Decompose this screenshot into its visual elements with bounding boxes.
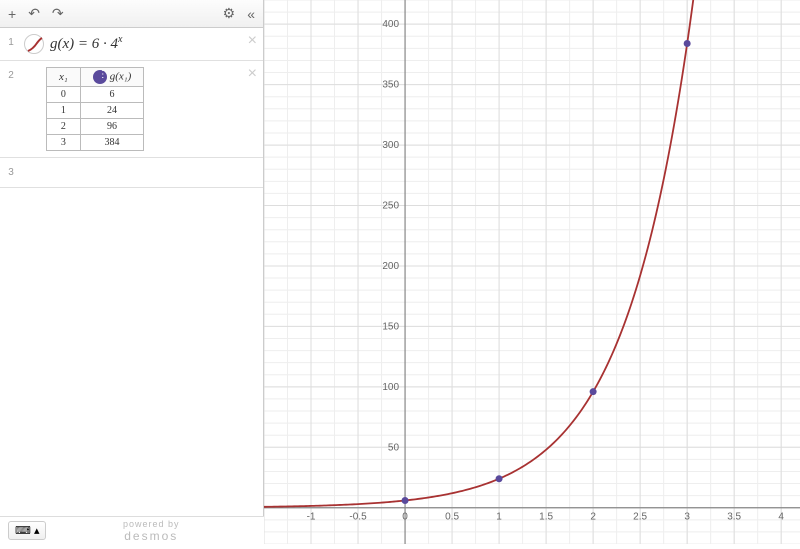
svg-text:250: 250 [382, 201, 399, 212]
svg-text:1: 1 [496, 512, 502, 523]
svg-text:0.5: 0.5 [445, 512, 459, 523]
settings-button[interactable]: ⚙ [223, 5, 236, 22]
expression-index: 1 [4, 34, 18, 48]
expression-index: 2 [4, 67, 18, 81]
svg-text:-1: -1 [307, 512, 316, 523]
svg-text:3.5: 3.5 [727, 512, 741, 523]
redo-button[interactable]: ↷ [52, 5, 64, 22]
table-row[interactable]: 296 [47, 119, 144, 135]
undo-button[interactable]: ↶ [28, 5, 40, 22]
table-cell[interactable]: 96 [80, 119, 144, 135]
expression-formula[interactable]: g(x) = 6 · 4x [50, 34, 255, 53]
expression-sidebar: + ↶ ↷ ⚙ « 1 g(x) = 6 · 4x × 2 x₁ g(x₁) 0… [0, 0, 264, 544]
svg-text:100: 100 [382, 382, 399, 393]
expression-row[interactable]: 1 g(x) = 6 · 4x × [0, 28, 263, 61]
sidebar-footer: ⌨ ▴ powered by desmos [0, 516, 264, 544]
svg-text:4: 4 [778, 512, 784, 523]
table-cell[interactable]: 3 [47, 135, 81, 151]
powered-by-label: powered by desmos [46, 519, 256, 543]
svg-text:400: 400 [382, 19, 399, 30]
curve-color-icon[interactable] [24, 34, 44, 54]
table-row[interactable]: 124 [47, 103, 144, 119]
data-table[interactable]: x₁ g(x₁) 061242963384 [46, 67, 144, 151]
svg-text:300: 300 [382, 140, 399, 151]
table-row[interactable]: 06 [47, 87, 144, 103]
graph-pane[interactable]: -1 -0.5 0 0.5 1 1.5 2 2.5 3 3.5 4 50 100 150 200 250 300… [264, 0, 800, 544]
table-header-gx: g(x₁) [80, 68, 144, 87]
svg-text:150: 150 [382, 321, 399, 332]
collapse-sidebar-button[interactable]: « [247, 6, 255, 22]
add-expression-button[interactable]: + [8, 6, 16, 22]
svg-text:2.5: 2.5 [633, 512, 647, 523]
graph-canvas[interactable]: -1 -0.5 0 0.5 1 1.5 2 2.5 3 3.5 4 50 100 150 200 250 300… [264, 0, 800, 544]
table-cell[interactable]: 0 [47, 87, 81, 103]
svg-text:2: 2 [590, 512, 596, 523]
svg-text:50: 50 [388, 442, 400, 453]
table-header-x: x₁ [47, 68, 81, 87]
table-row[interactable]: 3384 [47, 135, 144, 151]
expression-row[interactable]: 2 x₁ g(x₁) 061242963384 × [0, 61, 263, 158]
table-cell[interactable]: 1 [47, 103, 81, 119]
svg-text:3: 3 [684, 512, 690, 523]
expression-index: 3 [4, 164, 18, 178]
sidebar-toolbar: + ↶ ↷ ⚙ « [0, 0, 263, 28]
close-icon[interactable]: × [248, 65, 257, 83]
table-cell[interactable]: 384 [80, 135, 144, 151]
keyboard-button[interactable]: ⌨ ▴ [8, 521, 46, 540]
expression-table[interactable]: x₁ g(x₁) 061242963384 [44, 67, 255, 151]
expression-row-empty[interactable]: 3 [0, 158, 263, 188]
svg-text:350: 350 [382, 80, 399, 91]
table-cell[interactable]: 6 [80, 87, 144, 103]
svg-text:1.5: 1.5 [539, 512, 553, 523]
table-cell[interactable]: 2 [47, 119, 81, 135]
svg-text:0: 0 [402, 512, 408, 523]
close-icon[interactable]: × [248, 32, 257, 50]
svg-text:-0.5: -0.5 [349, 512, 367, 523]
svg-text:200: 200 [382, 261, 399, 272]
table-cell[interactable]: 24 [80, 103, 144, 119]
